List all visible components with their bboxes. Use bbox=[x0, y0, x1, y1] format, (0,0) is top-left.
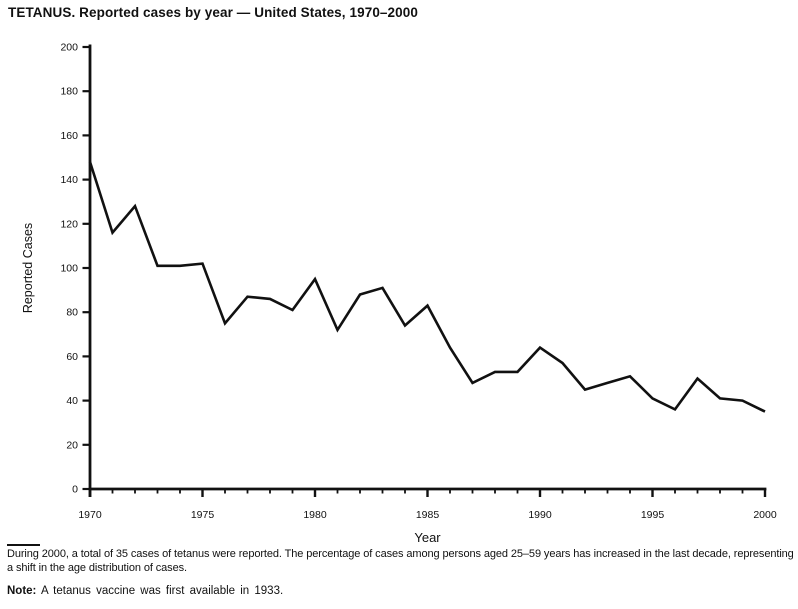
x-tick-label: 1980 bbox=[303, 509, 327, 521]
y-axis-title: Reported Cases bbox=[21, 222, 35, 314]
note-body: A tetanus vaccine was first available in… bbox=[36, 585, 284, 597]
y-tick-label: 60 bbox=[66, 351, 78, 363]
line-chart: 0 20 40 60 80 100 120 140 160 180 200 1970 1975 1980 1… bbox=[60, 42, 777, 522]
footnote-rule bbox=[7, 544, 40, 546]
footnote-text: During 2000, a total of 35 cases of teta… bbox=[7, 548, 794, 574]
x-tick-label: 1985 bbox=[416, 509, 440, 521]
y-tick-label: 80 bbox=[66, 307, 78, 319]
chart-title: TETANUS. Reported cases by year — United… bbox=[8, 5, 418, 20]
y-tick-label: 180 bbox=[60, 86, 78, 98]
x-axis-title: Year bbox=[414, 530, 441, 545]
x-tick-label: 1995 bbox=[641, 509, 665, 521]
y-tick-label: 200 bbox=[60, 42, 78, 54]
x-tick-label: 1975 bbox=[191, 509, 215, 521]
y-tick-label: 0 bbox=[72, 484, 78, 496]
x-tick-label: 2000 bbox=[753, 509, 777, 521]
note-text: Note: A tetanus vaccine was first availa… bbox=[7, 585, 283, 597]
y-tick-label: 160 bbox=[60, 130, 78, 142]
x-tick-label: 1990 bbox=[528, 509, 552, 521]
y-tick-label: 40 bbox=[66, 395, 78, 407]
y-tick-label: 140 bbox=[60, 174, 78, 186]
y-tick-label: 120 bbox=[60, 218, 78, 230]
y-tick-label: 20 bbox=[66, 439, 78, 451]
x-tick-label: 1970 bbox=[78, 509, 102, 521]
y-tick-label: 100 bbox=[60, 263, 78, 275]
reported-cases-line bbox=[88, 161, 766, 413]
note-label: Note: bbox=[7, 585, 37, 597]
